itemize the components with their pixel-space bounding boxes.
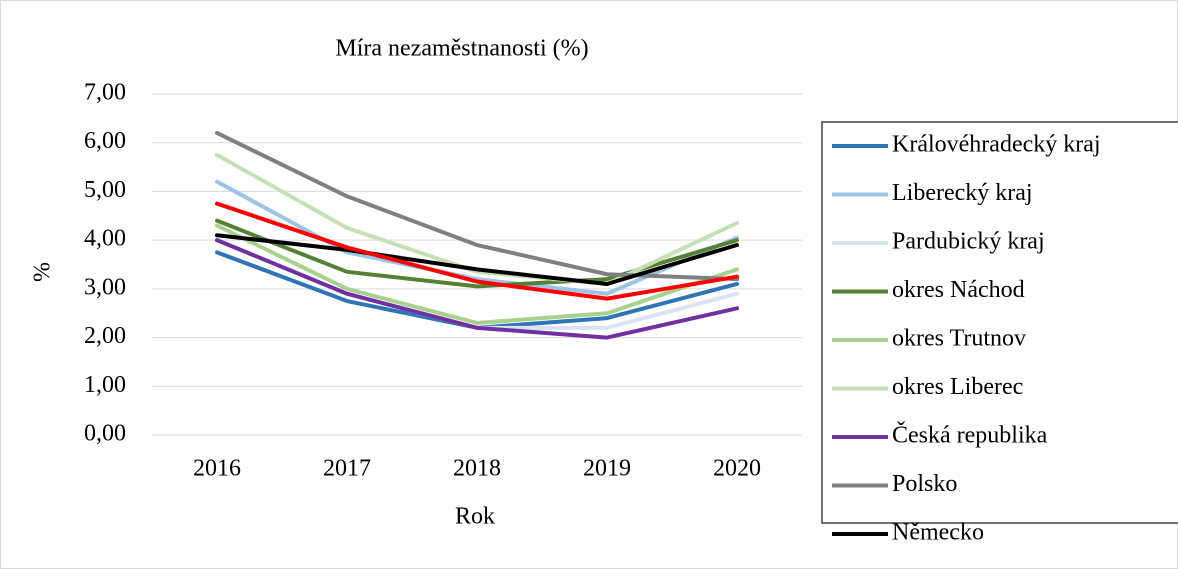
y-tick-label: 3,00	[84, 274, 126, 300]
y-tick-label: 1,00	[84, 372, 126, 398]
x-tick-label: 2018	[453, 456, 501, 482]
legend-label: Německo	[892, 520, 984, 546]
series-line	[215, 130, 739, 282]
series-line	[215, 223, 739, 325]
x-tick-label: 2016	[193, 456, 241, 482]
series-line	[215, 201, 739, 301]
chart-title: Míra nezaměstnanosti (%)	[335, 36, 588, 62]
legend-label: Česká republika	[892, 422, 1048, 449]
series-line	[215, 218, 739, 289]
series-line	[215, 238, 739, 340]
x-tick-label: 2017	[323, 456, 371, 482]
legend-label: okres Náchod	[892, 277, 1025, 303]
legend-label: Liberecký kraj	[892, 180, 1033, 206]
legend-box	[821, 121, 1178, 524]
series-line	[215, 152, 739, 286]
y-tick-label: 4,00	[84, 226, 126, 252]
y-tick-label: 2,00	[84, 323, 126, 349]
y-tick-label: 7,00	[84, 80, 126, 106]
series-line	[215, 233, 739, 286]
y-tick-label: 5,00	[84, 177, 126, 203]
legend-label: okres Trutnov	[892, 326, 1026, 352]
x-tick-label: 2019	[583, 456, 631, 482]
legend-label: Královéhradecký kraj	[892, 132, 1101, 158]
legend-label: Pardubický kraj	[892, 229, 1045, 255]
legend-label: okres Liberec	[892, 374, 1023, 400]
y-tick-label: 6,00	[84, 128, 126, 154]
legend-label: Polsko	[892, 471, 957, 497]
y-tick-label: 0,00	[84, 421, 126, 447]
y-axis-label: %	[30, 262, 56, 282]
x-axis-label: Rok	[455, 504, 495, 530]
x-tick-label: 2020	[713, 456, 761, 482]
